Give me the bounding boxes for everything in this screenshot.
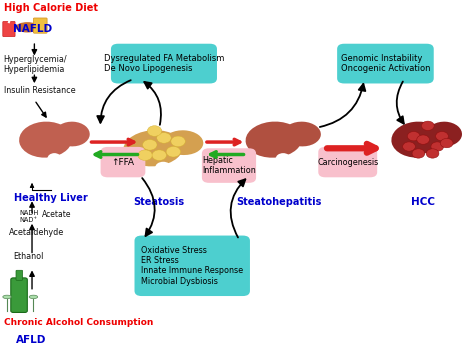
Ellipse shape [276,153,291,164]
Ellipse shape [29,295,37,299]
Circle shape [157,133,171,143]
Circle shape [402,142,415,151]
Ellipse shape [392,121,444,158]
Circle shape [407,132,420,141]
Ellipse shape [3,295,11,299]
Text: ↑FFA: ↑FFA [111,158,135,166]
Text: AFLD: AFLD [16,335,46,345]
Text: NADH: NADH [19,210,38,216]
FancyBboxPatch shape [135,236,250,296]
Circle shape [143,140,157,150]
FancyBboxPatch shape [100,147,146,177]
Ellipse shape [246,121,302,158]
Circle shape [417,135,429,144]
Ellipse shape [283,122,321,146]
Text: Dysregulated FA Metabolism
De Novo Lipogenesis: Dysregulated FA Metabolism De Novo Lipog… [104,54,224,73]
Circle shape [421,121,434,131]
Text: Acetaldehyde: Acetaldehyde [9,228,64,237]
Text: Acetate: Acetate [41,210,71,220]
Text: Genomic Instability
Oncogenic Activation: Genomic Instability Oncogenic Activation [341,54,430,73]
Text: HCC: HCC [411,197,435,207]
Text: Hepatic
Inflammation: Hepatic Inflammation [202,156,256,175]
FancyBboxPatch shape [202,148,256,183]
Circle shape [431,142,444,151]
Text: Insulin Resistance: Insulin Resistance [4,86,75,95]
FancyBboxPatch shape [318,147,377,177]
Circle shape [436,132,448,141]
Ellipse shape [16,22,39,32]
Text: NAFLD: NAFLD [13,24,52,34]
Ellipse shape [155,162,171,173]
Circle shape [166,147,181,157]
Text: Healthy Liver: Healthy Liver [14,193,88,203]
Text: NAD⁺: NAD⁺ [19,217,37,223]
FancyBboxPatch shape [337,44,434,83]
Text: High Calorie Diet: High Calorie Diet [4,3,98,13]
FancyBboxPatch shape [3,21,15,37]
Text: Steatosis: Steatosis [134,197,185,207]
Circle shape [138,150,152,161]
Circle shape [152,150,166,161]
Circle shape [147,126,162,136]
FancyBboxPatch shape [11,278,27,312]
Ellipse shape [427,122,462,146]
Ellipse shape [163,130,203,155]
Circle shape [171,136,185,147]
FancyBboxPatch shape [16,270,23,280]
Circle shape [412,149,425,158]
Circle shape [440,139,453,148]
Text: Steatohepatitis: Steatohepatitis [237,197,322,207]
Text: Carcinogenesis: Carcinogenesis [317,158,378,166]
Text: Ethanol: Ethanol [13,252,44,261]
Circle shape [426,149,439,158]
Ellipse shape [47,153,62,164]
Text: Chronic Alcohol Consumption: Chronic Alcohol Consumption [4,318,153,327]
Ellipse shape [19,121,72,158]
Ellipse shape [419,153,434,164]
FancyBboxPatch shape [111,44,217,83]
Text: Oxidative Stress
ER Stress
Innate Immune Response
Microbial Dysbiosis: Oxidative Stress ER Stress Innate Immune… [141,246,243,286]
Ellipse shape [123,130,183,166]
Ellipse shape [55,122,90,146]
Text: Hyperglycemia/
Hyperlipidemia: Hyperglycemia/ Hyperlipidemia [4,55,67,74]
FancyBboxPatch shape [34,18,47,33]
